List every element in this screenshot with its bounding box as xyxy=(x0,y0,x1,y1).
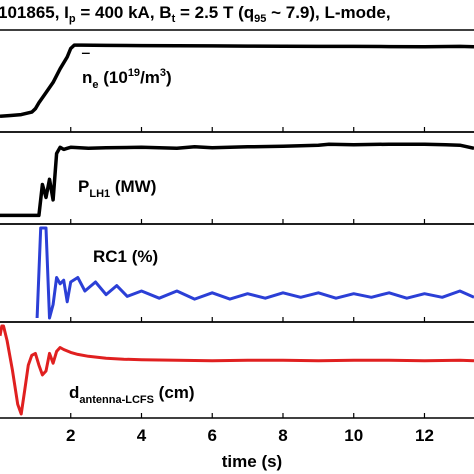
series-rc1-line xyxy=(35,226,474,320)
x-tick-label: 12 xyxy=(415,426,434,445)
x-tick-label: 8 xyxy=(278,426,287,445)
x-tick-label: 4 xyxy=(137,426,147,445)
panel-rc1-frame xyxy=(0,223,474,323)
x-tick-label: 10 xyxy=(344,426,363,445)
label-lh-power: PLH1 (MW) xyxy=(78,177,156,200)
x-tick-label: 2 xyxy=(66,426,75,445)
label-antenna-gap: dantenna-LCFS (cm) xyxy=(69,383,195,406)
panel-antenna-gap-frame xyxy=(0,321,474,419)
series-antenna-gap-line xyxy=(0,324,474,416)
series-lh-power-line xyxy=(0,142,474,218)
x-axis-label: time (s) xyxy=(222,452,282,471)
series-density-line xyxy=(0,43,474,119)
figure-title: 101865, Ip = 400 kA, Bt = 2.5 T (q95 ~ 7… xyxy=(0,3,391,25)
overbar-density: ‾ xyxy=(81,51,90,70)
panel-reflection-coefficient xyxy=(0,223,474,323)
x-axis-ticks: 2 4 6 8 10 12 xyxy=(66,127,434,445)
label-density: ne (1019/m3) xyxy=(82,67,172,91)
panel-antenna-gap xyxy=(0,321,474,419)
x-tick-label: 6 xyxy=(208,426,217,445)
label-rc1: RC1 (%) xyxy=(93,247,158,266)
